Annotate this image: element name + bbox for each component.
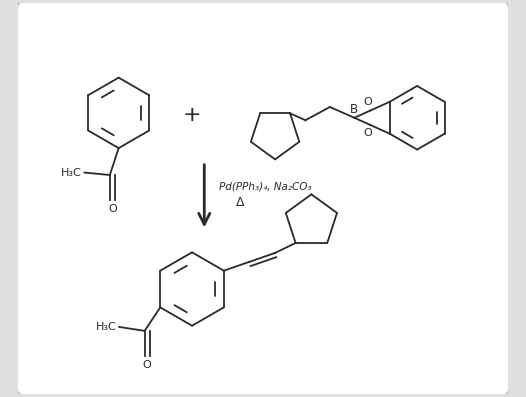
Text: +: + <box>183 105 201 125</box>
Text: O: O <box>143 360 151 370</box>
Text: H₃C: H₃C <box>96 322 116 332</box>
Text: O: O <box>108 204 117 214</box>
Text: H₃C: H₃C <box>60 168 82 177</box>
Text: Pd(PPh₃)₄, Na₂CO₃: Pd(PPh₃)₄, Na₂CO₃ <box>219 181 311 191</box>
Text: B: B <box>350 104 358 116</box>
Text: O: O <box>363 97 372 107</box>
Text: O: O <box>363 128 372 138</box>
FancyBboxPatch shape <box>17 1 509 396</box>
Text: Δ: Δ <box>236 196 245 209</box>
